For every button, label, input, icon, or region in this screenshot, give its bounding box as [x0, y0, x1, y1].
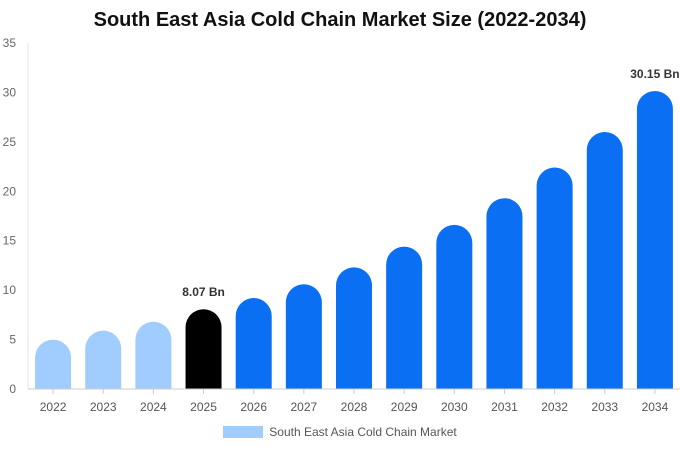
bar-2027 [285, 284, 322, 389]
bar-2031 [486, 198, 523, 389]
bars [35, 90, 673, 390]
legend-label: South East Asia Cold Chain Market [269, 425, 457, 439]
bar-2028 [336, 267, 372, 389]
x-tick-label: 2028 [341, 400, 368, 414]
y-tick-label: 20 [3, 184, 17, 198]
x-tick-label: 2024 [140, 400, 167, 414]
x-tick-label: 2027 [290, 400, 317, 414]
y-tick-label: 5 [9, 333, 16, 347]
y-tick-label: 30 [3, 85, 17, 99]
bar-2022 [35, 339, 72, 389]
bar-2034 [636, 90, 673, 390]
bar-2024 [135, 321, 172, 389]
x-tick-label: 2033 [591, 400, 618, 414]
x-tick-label: 2031 [491, 400, 518, 414]
data-label-2034: 30.15 Bn [630, 67, 679, 81]
y-tick-label: 10 [3, 283, 17, 297]
x-tick-label: 2022 [40, 400, 67, 414]
bar-2026 [235, 298, 272, 389]
data-label-2025: 8.07 Bn [182, 285, 225, 299]
bar-2025 [185, 309, 222, 389]
legend-swatch [223, 426, 264, 438]
chart-title: South East Asia Cold Chain Market Size (… [93, 9, 587, 31]
y-tick-label: 25 [3, 135, 17, 149]
bar-2029 [386, 246, 423, 389]
x-tick-label: 2034 [642, 400, 669, 414]
x-tick-label: 2026 [240, 400, 267, 414]
x-tick-label: 2025 [190, 400, 217, 414]
y-tick-label: 0 [9, 382, 16, 396]
x-tick-label: 2029 [391, 400, 418, 414]
x-tick-label: 2030 [441, 400, 468, 414]
x-axis: 2022 2023 2024 2025 2026 2027 2028 2029 2030 2031… [28, 388, 680, 414]
bar-2032 [536, 167, 573, 389]
legend: South East Asia Cold Chain Market [0, 425, 680, 439]
y-tick-label: 35 [3, 36, 17, 50]
bar-2023 [85, 330, 122, 389]
bar-2030 [436, 224, 473, 389]
bar-2033 [586, 131, 623, 389]
x-tick-label: 2032 [541, 400, 568, 414]
y-axis: 0 5 10 15 20 25 30 35 [3, 36, 29, 396]
x-tick-label: 2023 [90, 400, 117, 414]
data-labels: 8.07 Bn 30.15 Bn [182, 67, 679, 299]
y-tick-label: 15 [3, 234, 17, 248]
